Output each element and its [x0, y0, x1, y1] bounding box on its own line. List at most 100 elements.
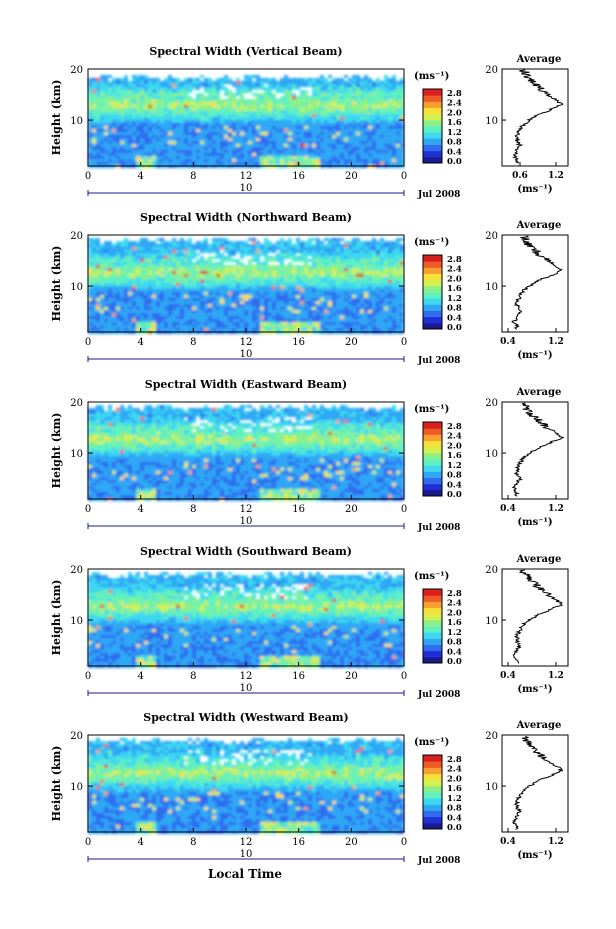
y-tick-label: 10 — [70, 449, 83, 460]
colorbar-tick-label: 0.4 — [447, 147, 462, 157]
colorbar-tick-label: 1.2 — [447, 794, 462, 804]
colorbar-swatch — [423, 95, 442, 102]
average-x-tick-label: 1.2 — [548, 504, 564, 514]
colorbar-tick-label: 0.8 — [447, 138, 462, 148]
colorbar-swatch — [423, 465, 442, 472]
colorbar-tick-label: 0.4 — [447, 313, 462, 323]
colorbar-swatch — [423, 792, 442, 799]
panel-title: Spectral Width (Vertical Beam) — [149, 45, 342, 58]
x-tick-label: 0 — [85, 504, 91, 515]
colorbar-tick-label: 0.0 — [447, 657, 462, 667]
colorbar-tick-label: 2.8 — [447, 89, 462, 99]
colorbar-unit: (ms⁻¹) — [414, 737, 449, 748]
average-frame — [501, 568, 569, 667]
colorbar-frame — [422, 754, 443, 830]
x-tick-label: 0 — [401, 504, 407, 515]
average-title: Average — [516, 720, 562, 731]
average-x-tick-label: 1.2 — [548, 837, 564, 847]
panel-northward: Spectral Width (Northward Beam) Height (k… — [50, 211, 569, 366]
colorbar-tick-label: 1.2 — [447, 461, 462, 471]
average-profile-line — [511, 402, 564, 497]
colorbar-swatch — [423, 107, 442, 115]
colorbar-frame — [422, 88, 443, 164]
colorbar-swatch — [423, 298, 442, 305]
colorbar-tick-label: 0.8 — [447, 304, 462, 314]
colorbar-swatch — [423, 89, 442, 96]
panel-eastward: Spectral Width (Eastward Beam) Height (km… — [50, 378, 569, 533]
colorbar-swatch — [423, 273, 442, 281]
x-tick-label: 0 — [85, 837, 91, 848]
x-tick-label: 8 — [190, 171, 196, 182]
colorbar-swatch — [423, 459, 442, 466]
colorbar-swatch — [423, 422, 442, 429]
colorbar-unit: (ms⁻¹) — [414, 404, 449, 415]
colorbar-tick-label: 1.2 — [447, 128, 462, 138]
colorbar-unit: (ms⁻¹) — [414, 71, 449, 82]
average-profile-line — [512, 569, 564, 664]
colorbar-swatch — [423, 822, 442, 830]
colorbar-tick-label: 1.2 — [447, 294, 462, 304]
x-tick-label: 20 — [345, 837, 358, 848]
colorbar-tick-label: 1.6 — [447, 451, 462, 461]
average-title: Average — [516, 220, 562, 231]
colorbar-swatch — [423, 144, 442, 152]
colorbar-swatch — [423, 316, 442, 324]
average-x-label: (ms⁻¹) — [517, 184, 552, 195]
colorbar-frame — [422, 254, 443, 330]
average-x-label: (ms⁻¹) — [517, 350, 552, 361]
colorbar-swatch — [423, 638, 442, 645]
x-tick-label: 0 — [401, 337, 407, 348]
average-x-label: (ms⁻¹) — [517, 850, 552, 861]
colorbar-tick-label: 0.8 — [447, 804, 462, 814]
average-frame — [501, 234, 569, 333]
average-y-tick-label: 20 — [485, 731, 498, 742]
colorbar-tick-label: 0.0 — [447, 490, 462, 500]
x-tick-label: 4 — [137, 504, 143, 515]
colorbar-swatch — [423, 267, 442, 274]
x-tick-label: 8 — [190, 837, 196, 848]
x-tick-label: 12 — [240, 504, 253, 515]
colorbar-tick-label: 2.4 — [447, 265, 462, 275]
average-frame — [501, 401, 569, 500]
x-tick-label: 20 — [345, 671, 358, 682]
colorbar-swatch — [423, 613, 442, 621]
x-tick-label: 0 — [401, 171, 407, 182]
colorbar-swatch — [423, 601, 442, 608]
y-axis-label: Height (km) — [50, 580, 63, 656]
colorbar-swatch — [423, 446, 442, 454]
colorbar-tick-label: 2.0 — [447, 441, 462, 451]
x-tick-label: 4 — [137, 171, 143, 182]
colorbar-swatch — [423, 798, 442, 805]
x-tick-label: 0 — [85, 337, 91, 348]
panel-westward: Spectral Width (Westward Beam) Height (km… — [50, 711, 569, 866]
colorbar-swatch — [423, 434, 442, 441]
x-tick-label: 4 — [137, 337, 143, 348]
average-profile-line — [511, 69, 564, 164]
x-tick-label: 20 — [345, 171, 358, 182]
average-title: Average — [516, 54, 562, 65]
average-y-tick-label: 20 — [485, 398, 498, 409]
colorbar-swatch — [423, 632, 442, 639]
y-tick-label: 20 — [70, 231, 83, 242]
month-label: Jul 2008 — [417, 856, 460, 866]
colorbar-tick-label: 2.8 — [447, 755, 462, 765]
x-tick-label: 12 — [240, 337, 253, 348]
heatmap-image — [88, 738, 404, 834]
x-tick-label: 8 — [190, 504, 196, 515]
colorbar-tick-label: 2.0 — [447, 274, 462, 284]
y-axis-label: Height (km) — [50, 746, 63, 822]
colorbar-swatch — [423, 101, 442, 108]
colorbar-swatch — [423, 292, 442, 299]
colorbar-swatch — [423, 279, 442, 287]
date-label: 10 — [240, 683, 253, 694]
colorbar-swatch — [423, 595, 442, 602]
average-x-label: (ms⁻¹) — [517, 684, 552, 695]
average-y-tick-label: 10 — [485, 449, 498, 460]
colorbar-tick-label: 2.8 — [447, 255, 462, 265]
colorbar-swatch — [423, 138, 442, 145]
colorbar-swatch — [423, 804, 442, 811]
colorbar-tick-label: 0.0 — [447, 823, 462, 833]
x-tick-label: 0 — [401, 837, 407, 848]
colorbar-tick-label: 0.4 — [447, 813, 462, 823]
